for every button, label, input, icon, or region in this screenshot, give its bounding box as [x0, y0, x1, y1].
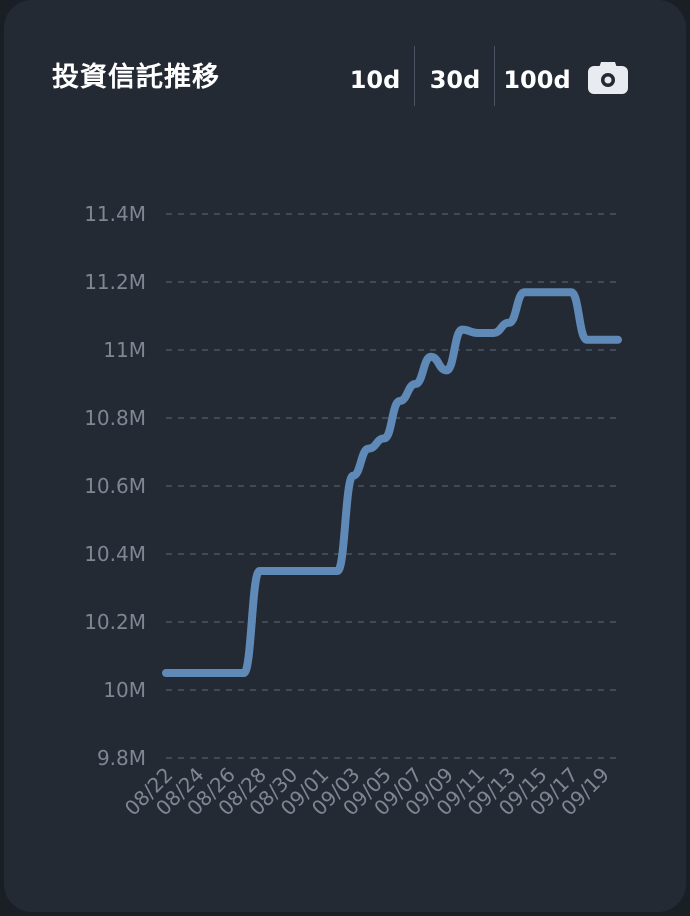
y-tick-label: 11M	[103, 338, 146, 362]
data-point	[305, 570, 307, 572]
data-point	[212, 672, 214, 674]
data-point	[570, 291, 572, 293]
divider	[414, 46, 415, 106]
y-tick-label: 10.6M	[84, 474, 146, 498]
data-point	[165, 672, 167, 674]
data-point	[274, 570, 276, 572]
range-100d-button[interactable]: 100d	[503, 66, 571, 94]
range-10d-button[interactable]: 10d	[349, 66, 401, 94]
data-point	[539, 291, 541, 293]
camera-icon[interactable]	[588, 56, 628, 96]
data-point	[259, 570, 261, 572]
data-point	[368, 448, 370, 450]
data-point	[336, 570, 338, 572]
chart-title: 投資信託推移	[52, 62, 220, 93]
data-point	[430, 356, 432, 358]
y-tick-label: 11.4M	[84, 202, 146, 226]
y-tick-label: 9.8M	[97, 746, 146, 770]
chart-card: 投資信託推移 10d 30d 100d	[4, 0, 686, 912]
data-point	[383, 437, 385, 439]
data-point	[290, 570, 292, 572]
data-point	[586, 339, 588, 341]
data-point	[414, 383, 416, 385]
data-point	[555, 291, 557, 293]
data-point	[321, 570, 323, 572]
data-point	[523, 291, 525, 293]
data-point	[446, 369, 448, 371]
y-tick-label: 11.2M	[84, 270, 146, 294]
data-point	[477, 332, 479, 334]
y-tick-label: 10.2M	[84, 610, 146, 634]
range-30d-button[interactable]: 30d	[429, 66, 481, 94]
divider	[494, 46, 495, 106]
data-point	[508, 322, 510, 324]
data-point	[181, 672, 183, 674]
y-tick-label: 10.4M	[84, 542, 146, 566]
data-point	[243, 672, 245, 674]
data-point	[196, 672, 198, 674]
data-point	[601, 339, 603, 341]
data-point	[617, 339, 619, 341]
y-tick-label: 10M	[103, 678, 146, 702]
data-point	[461, 329, 463, 331]
data-point	[492, 332, 494, 334]
y-tick-label: 10.8M	[84, 406, 146, 430]
data-point	[352, 475, 354, 477]
data-point	[399, 400, 401, 402]
data-point	[227, 672, 229, 674]
